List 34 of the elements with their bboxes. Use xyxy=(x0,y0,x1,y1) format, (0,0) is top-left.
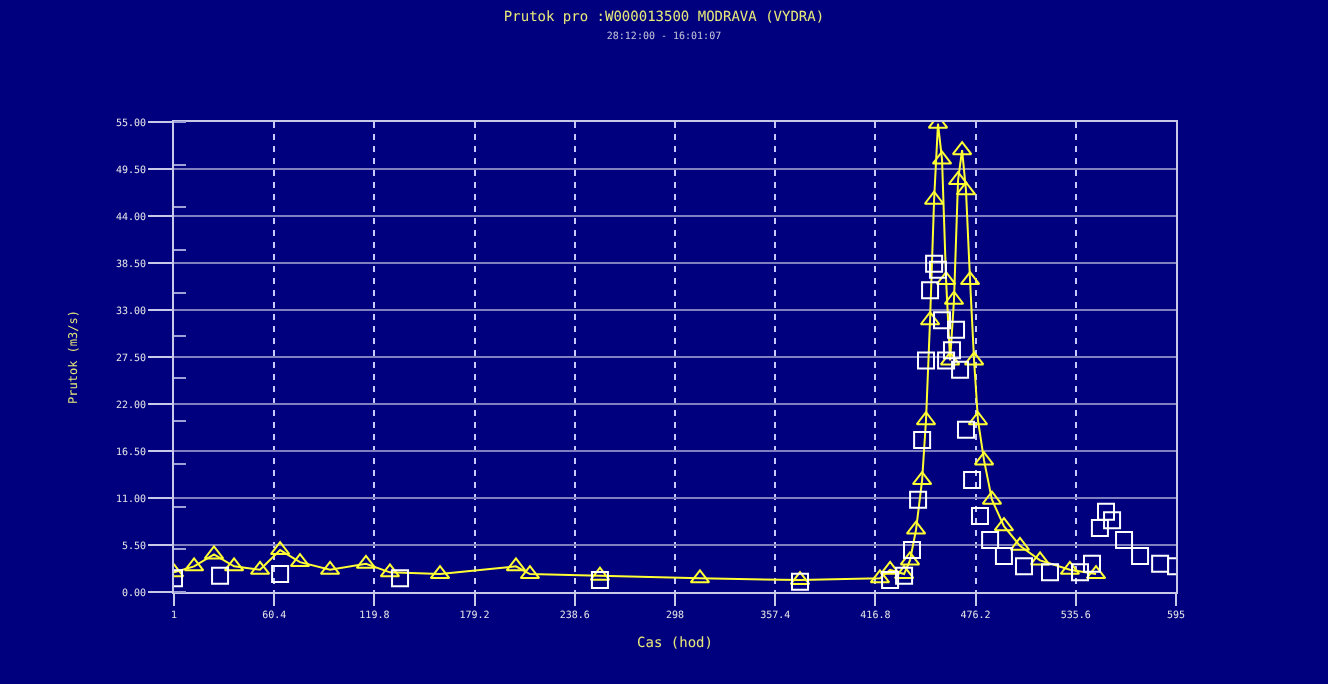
point xyxy=(1090,518,1109,537)
point xyxy=(994,547,1013,566)
point xyxy=(933,311,952,330)
point xyxy=(951,360,970,379)
point xyxy=(921,281,940,300)
point xyxy=(791,572,809,591)
point xyxy=(590,571,609,590)
point xyxy=(1131,547,1150,566)
point xyxy=(1083,554,1101,573)
point xyxy=(942,341,961,360)
point xyxy=(1015,557,1034,576)
point xyxy=(970,506,989,525)
point xyxy=(917,351,935,370)
point xyxy=(909,490,928,509)
point xyxy=(937,351,956,370)
point xyxy=(963,471,982,490)
point xyxy=(1041,563,1059,582)
point xyxy=(895,566,914,585)
point xyxy=(956,420,975,439)
point xyxy=(913,430,932,449)
point xyxy=(1103,511,1122,530)
point xyxy=(271,565,290,584)
point xyxy=(1097,502,1115,521)
point xyxy=(1115,530,1134,549)
point xyxy=(981,530,1000,549)
point xyxy=(928,260,947,279)
point xyxy=(947,320,966,339)
point xyxy=(391,569,410,588)
point xyxy=(1151,554,1170,573)
point xyxy=(881,571,900,590)
point xyxy=(903,541,921,560)
point xyxy=(925,254,944,273)
point xyxy=(1071,563,1090,582)
point xyxy=(211,566,230,585)
